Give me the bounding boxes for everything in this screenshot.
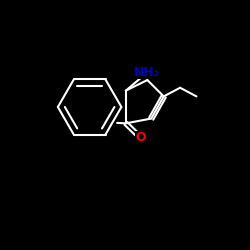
Text: O: O xyxy=(135,131,146,144)
Text: NH₂: NH₂ xyxy=(134,66,160,79)
